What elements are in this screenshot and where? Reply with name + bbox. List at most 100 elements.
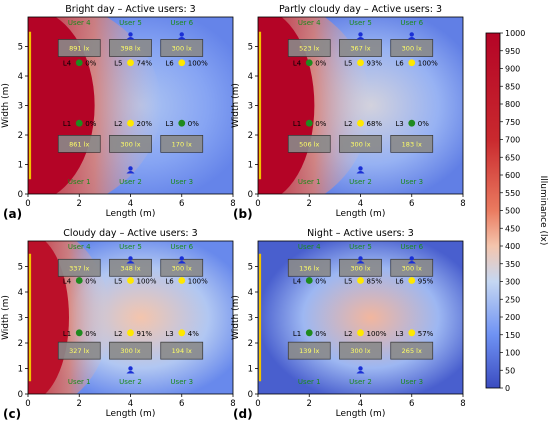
y-tick-label: 0 <box>18 390 23 400</box>
desk-2 <box>109 341 152 360</box>
lamp-l4-icon <box>75 59 83 67</box>
panel-title: Cloudy day – Active users: 3 <box>63 228 197 239</box>
x-axis-label: Length (m) <box>336 209 386 219</box>
user-6-icon <box>407 32 416 40</box>
x-tick-label: 8 <box>230 399 235 409</box>
desk-illuminance: 194 lx <box>172 347 192 355</box>
lamp-id: L6 <box>165 278 174 286</box>
lamp-id: L6 <box>165 60 174 68</box>
desk-2 <box>339 341 382 360</box>
y-tick-label: 1 <box>18 161 23 171</box>
desk-2 <box>339 135 382 153</box>
panel-label: (b) <box>233 207 253 221</box>
desk-illuminance: 265 lx <box>402 347 422 355</box>
y-tick-label: 5 <box>18 263 23 273</box>
x-tick-label: 0 <box>25 399 30 409</box>
lamp-dimming: 4% <box>188 330 199 338</box>
lamp-dimming: 0% <box>188 120 199 128</box>
colorbar-tick-label: 250 <box>505 295 520 304</box>
y-tick-label: 4 <box>18 288 23 298</box>
lamp-l4-icon <box>305 59 313 67</box>
desk-illuminance: 523 lx <box>299 44 319 52</box>
user-5-icon <box>126 32 135 40</box>
x-axis-label: Length (m) <box>106 409 156 419</box>
y-tick-label: 3 <box>18 102 23 112</box>
lamp-dimming: 68% <box>367 120 383 128</box>
lamp-id: L6 <box>395 60 404 68</box>
colorbar: 0 50 100 150 200 250 300 350 400 450 500 550 600 650 7… <box>485 29 548 393</box>
y-axis-label: Width (m) <box>1 295 11 340</box>
desk-illuminance: 300 lx <box>350 140 370 148</box>
lamp-id: L2 <box>114 330 122 338</box>
lamp-dimming: 57% <box>418 330 434 338</box>
desk-illuminance: 300 lx <box>350 264 370 272</box>
lamp-id: L3 <box>395 330 403 338</box>
user-label: User 5 <box>349 243 372 251</box>
desk-illuminance: 300 lx <box>120 347 140 355</box>
desk-illuminance: 170 lx <box>172 140 192 148</box>
lamp-l6-icon <box>178 59 186 67</box>
y-tick-label: 0 <box>18 190 23 200</box>
x-axis-label: Length (m) <box>336 409 386 419</box>
user-label: User 2 <box>349 178 372 186</box>
user-5-icon <box>356 32 365 40</box>
desk-illuminance: 300 lx <box>350 347 370 355</box>
x-tick-label: 0 <box>255 199 260 209</box>
colorbar-tick-label: 950 <box>505 47 520 56</box>
desk-2 <box>109 135 152 153</box>
lamp-l3-icon <box>408 329 416 337</box>
desk-illuminance: 300 lx <box>402 44 422 52</box>
user-label: User 4 <box>68 19 91 27</box>
panel-title: Bright day – Active users: 3 <box>65 4 195 15</box>
lamp-id: L5 <box>344 60 352 68</box>
desk-4 <box>287 258 331 277</box>
user-label: User 5 <box>119 243 142 251</box>
desk-4 <box>57 39 101 57</box>
desk-illuminance: 348 lx <box>120 264 140 272</box>
user-label: User 2 <box>119 378 142 386</box>
lamp-l4-icon <box>75 277 83 284</box>
lamp-dimming: 0% <box>85 330 96 338</box>
lamp-dimming: 0% <box>315 330 326 338</box>
lamp-l6-icon <box>408 277 416 284</box>
desk-1 <box>287 135 331 153</box>
lamp-id: L5 <box>344 278 352 286</box>
y-tick-label: 3 <box>248 102 253 112</box>
y-axis-label: Width (m) <box>1 83 11 128</box>
panel-label: (c) <box>3 407 21 421</box>
lamp-l5-icon <box>357 277 364 284</box>
panel-2: 0 2 4 6 8 0 1 2 3 4 5 506 lx 300 lx 183 lx 523 lx 367 l… <box>231 4 466 221</box>
y-tick-label: 1 <box>248 365 253 375</box>
desk-illuminance: 300 lx <box>172 44 192 52</box>
colorbar-tick-label: 800 <box>505 100 520 109</box>
lamp-dimming: 74% <box>137 60 153 68</box>
y-tick-label: 3 <box>18 314 23 324</box>
x-tick-label: 8 <box>230 199 235 209</box>
user-label: User 4 <box>298 19 321 27</box>
y-axis-label: Width (m) <box>231 83 241 128</box>
y-tick-label: 0 <box>248 190 253 200</box>
colorbar-tick-label: 550 <box>505 189 520 198</box>
x-tick-label: 8 <box>460 399 465 409</box>
colorbar-tick-label: 400 <box>505 242 520 251</box>
x-tick-label: 6 <box>179 199 184 209</box>
x-axis-label: Length (m) <box>106 209 156 219</box>
lamp-id: L4 <box>63 60 72 68</box>
lamp-id: L2 <box>344 330 352 338</box>
lamp-l5-icon <box>127 59 134 67</box>
lamp-id: L4 <box>293 60 302 68</box>
x-tick-label: 6 <box>409 399 414 409</box>
lamp-dimming: 0% <box>315 278 326 286</box>
desk-illuminance: 300 lx <box>120 140 140 148</box>
y-tick-label: 5 <box>18 43 23 53</box>
desk-illuminance: 367 lx <box>350 44 370 52</box>
user-6-icon <box>407 256 416 264</box>
user-label: User 1 <box>68 378 91 386</box>
desk-illuminance: 300 lx <box>402 264 422 272</box>
lamp-dimming: 0% <box>315 60 326 68</box>
colorbar-tick-label: 900 <box>505 65 520 74</box>
user-label: User 6 <box>400 19 423 27</box>
user-label: User 6 <box>170 19 193 27</box>
colorbar-tick-label: 600 <box>505 171 520 180</box>
lamp-dimming: 100% <box>367 330 387 338</box>
